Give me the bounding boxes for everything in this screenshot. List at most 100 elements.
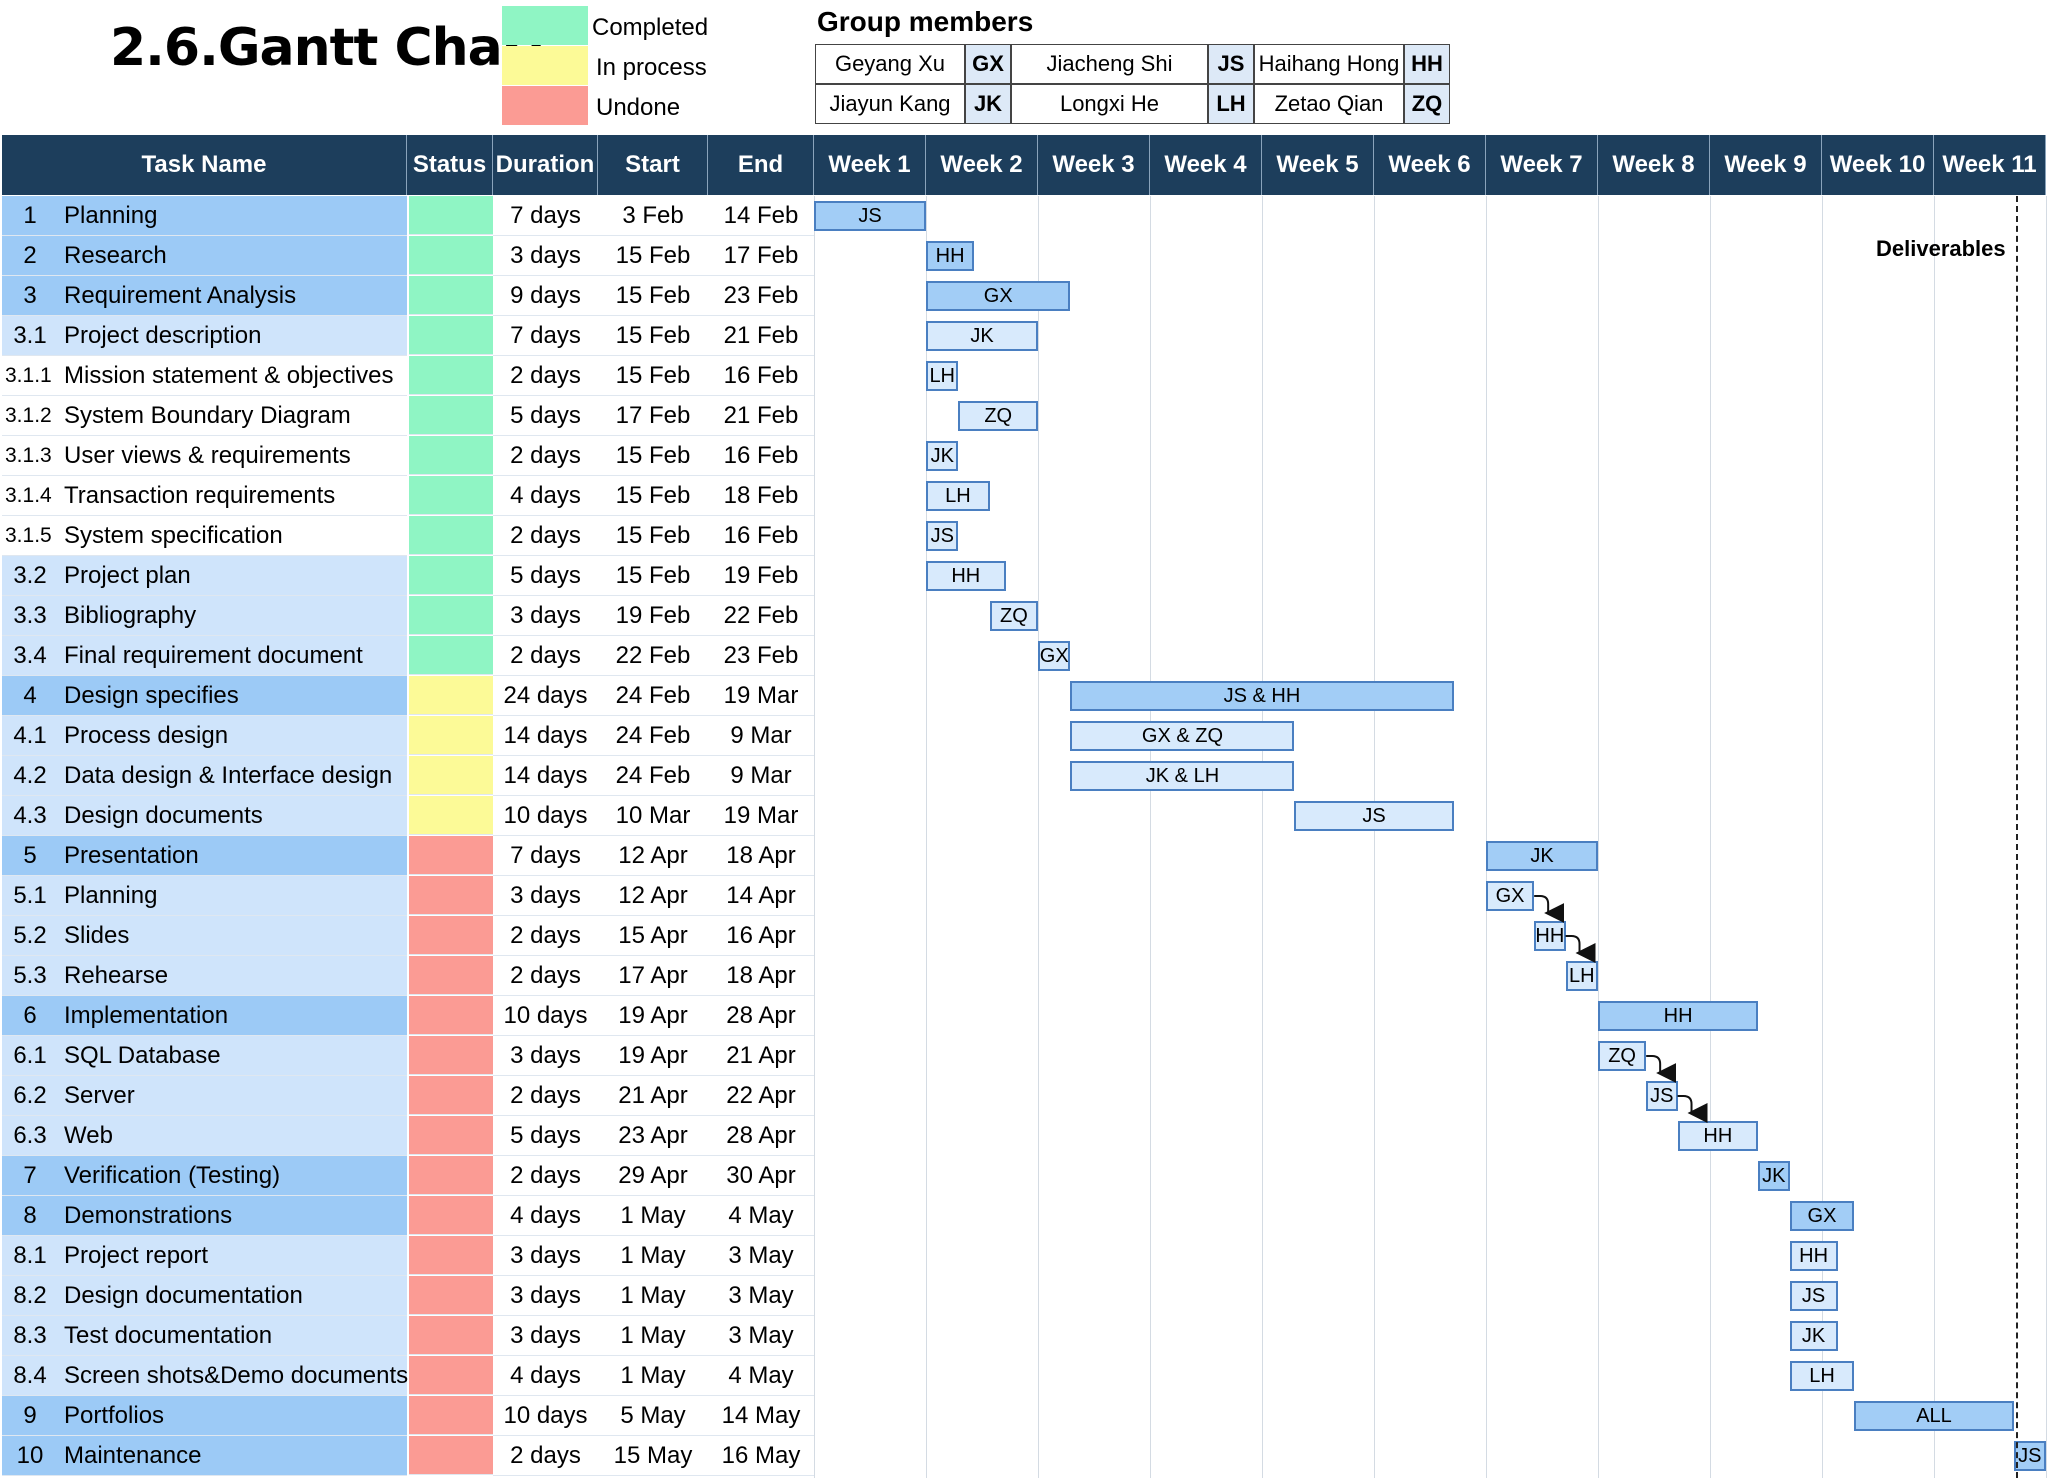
task-name: System specification [58,516,407,556]
task-id: 5.3 [2,956,58,996]
legend-swatch [502,46,588,85]
task-status [409,836,493,875]
dependency-arrow [1646,1055,1677,1083]
task-start: 15 Feb [598,276,708,316]
task-id: 10 [2,1436,58,1476]
task-start: 15 Feb [598,356,708,396]
gantt-bar: GX [1038,641,1071,671]
task-start: 15 Feb [598,476,708,516]
task-name: Transaction requirements [58,476,407,516]
header-week: Week 2 [926,135,1038,195]
task-status [409,1156,493,1195]
task-id: 4 [2,676,58,716]
task-duration: 14 days [493,716,598,756]
gantt-bar: JK [1789,1321,1838,1351]
gantt-bar: JS [1789,1281,1838,1311]
task-id: 6.3 [2,1116,58,1156]
week-gridline [1486,196,1487,1478]
task-id: 5.1 [2,876,58,916]
task-start: 19 Feb [598,596,708,636]
task-status [409,876,493,915]
task-end: 23 Feb [708,276,814,316]
header-week: Week 3 [1038,135,1150,195]
week-gridline [1934,196,1935,1478]
header-week: Week 1 [814,135,926,195]
task-status [409,996,493,1035]
task-status [409,1276,493,1315]
week-gridline [814,196,815,1478]
gantt-bar: ZQ [958,401,1038,431]
task-status [409,1196,493,1235]
task-end: 4 May [708,1356,814,1396]
task-end: 16 May [708,1436,814,1476]
task-id: 3.1 [2,316,58,356]
task-name: Rehearse [58,956,407,996]
task-id: 4.3 [2,796,58,836]
task-duration: 14 days [493,756,598,796]
task-name: Process design [58,716,407,756]
member-name: Geyang Xu [815,44,965,84]
task-status [409,236,493,275]
task-status [409,1356,493,1395]
task-name: Data design & Interface design [58,756,407,796]
task-duration: 4 days [493,1196,598,1236]
task-duration: 5 days [493,556,598,596]
task-start: 3 Feb [598,196,708,236]
task-name: Slides [58,916,407,956]
task-end: 3 May [708,1236,814,1276]
task-end: 3 May [708,1316,814,1356]
task-id: 3.3 [2,596,58,636]
task-end: 17 Feb [708,236,814,276]
gantt-bar: LH [1565,961,1598,991]
header-week: Week 7 [1486,135,1598,195]
task-start: 1 May [598,1276,708,1316]
task-duration: 5 days [493,1116,598,1156]
task-status [409,596,493,635]
member-code: ZQ [1404,84,1450,124]
task-id: 4.2 [2,756,58,796]
task-status [409,1076,493,1115]
task-name: Screen shots&Demo documents [58,1356,408,1396]
task-name: Server [58,1076,407,1116]
task-duration: 2 days [493,636,598,676]
task-status [409,1116,493,1155]
task-id: 5 [2,836,58,876]
dependency-arrow [1565,935,1596,963]
task-end: 16 Feb [708,436,814,476]
task-start: 12 Apr [598,876,708,916]
task-duration: 5 days [493,396,598,436]
task-start: 15 Apr [598,916,708,956]
header-task_name: Task Name [2,135,407,195]
task-end: 22 Apr [708,1076,814,1116]
task-id: 9 [2,1396,58,1436]
task-duration: 3 days [493,1276,598,1316]
member-name: Jiayun Kang [815,84,965,124]
task-name: Web [58,1116,407,1156]
task-duration: 10 days [493,796,598,836]
gantt-bar: HH [926,241,975,271]
gantt-bar: LH [1789,1361,1855,1391]
task-duration: 4 days [493,476,598,516]
gantt-bar: HH [1789,1241,1838,1271]
task-start: 15 Feb [598,556,708,596]
task-start: 15 Feb [598,316,708,356]
task-id: 8.4 [2,1356,58,1396]
legend-label: Completed [592,14,709,41]
task-id: 2 [2,236,58,276]
task-end: 3 May [708,1276,814,1316]
task-name: Project plan [58,556,407,596]
header-status: Status [407,135,493,195]
task-duration: 3 days [493,1236,598,1276]
header-start: Start [598,135,708,195]
gantt-bar: JK [1486,841,1598,871]
task-end: 21 Apr [708,1036,814,1076]
task-duration: 2 days [493,1436,598,1476]
task-start: 12 Apr [598,836,708,876]
task-end: 19 Mar [708,796,814,836]
week-gridline [926,196,927,1478]
task-duration: 2 days [493,436,598,476]
task-start: 19 Apr [598,996,708,1036]
task-start: 15 Feb [598,236,708,276]
task-duration: 10 days [493,996,598,1036]
